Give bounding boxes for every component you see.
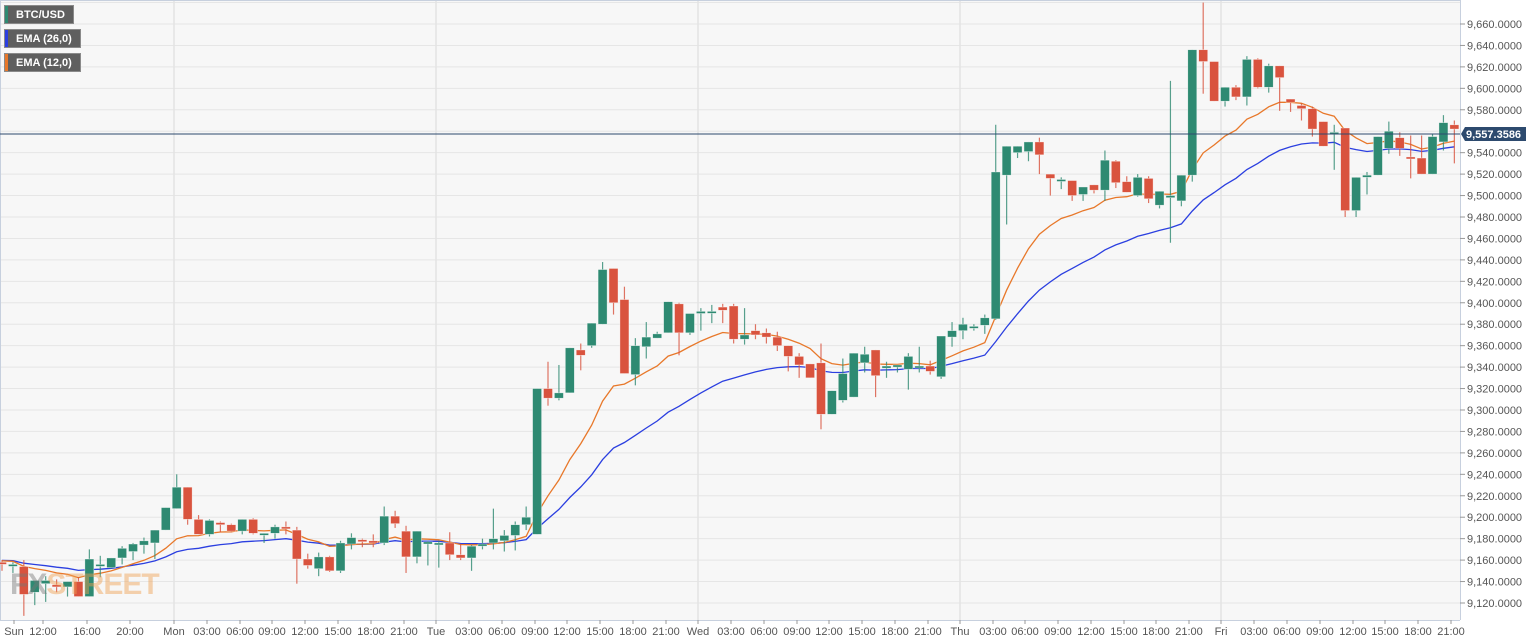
- time-tick-label: 09:00: [1044, 626, 1072, 638]
- time-tick-label: 15:00: [848, 626, 876, 638]
- price-tick-label: 9,340.0000: [1467, 362, 1522, 374]
- time-tick-label: 18:00: [1404, 626, 1432, 638]
- price-tick-label: 9,600.0000: [1467, 83, 1522, 95]
- time-tick-label: 09:00: [521, 626, 549, 638]
- time-tick-label: 06:00: [226, 626, 254, 638]
- legend-label: EMA (26,0): [16, 33, 72, 45]
- legend-ema-26[interactable]: EMA (26,0): [4, 29, 81, 48]
- time-tick-label: Sun: [4, 626, 24, 638]
- time-tick-label: 12:00: [29, 626, 57, 638]
- legend-label: BTC/USD: [16, 9, 65, 21]
- price-tick-label: 9,460.0000: [1467, 233, 1522, 245]
- time-tick-label: 12:00: [815, 626, 843, 638]
- price-axis[interactable]: 9,120.0000 9,140.0000 9,160.0000 9,180.0000…: [1460, 0, 1536, 641]
- svg-text:9,557.3586: 9,557.3586: [1466, 129, 1521, 141]
- ema-26-line: [1, 141, 1455, 572]
- price-tick-label: 9,200.0000: [1467, 512, 1522, 524]
- price-tick-label: 9,280.0000: [1467, 426, 1522, 438]
- time-tick-label: 15:00: [1110, 626, 1138, 638]
- price-tick-label: 9,320.0000: [1467, 384, 1522, 396]
- legend-ema-12[interactable]: EMA (12,0): [4, 53, 81, 72]
- price-tick-label: 9,420.0000: [1467, 276, 1522, 288]
- price-tick-label: 9,180.0000: [1467, 534, 1522, 546]
- current-price-tag: 9,557.3586: [1461, 127, 1526, 142]
- price-tick-label: 9,380.0000: [1467, 319, 1522, 331]
- time-tick-label: 18:00: [1142, 626, 1170, 638]
- time-tick-label: Mon: [163, 626, 184, 638]
- price-tick-label: 9,440.0000: [1467, 255, 1522, 267]
- price-tick-label: 9,360.0000: [1467, 341, 1522, 353]
- price-tick-label: 9,620.0000: [1467, 62, 1522, 74]
- time-tick-label: 12:00: [1339, 626, 1367, 638]
- price-tick-label: 9,160.0000: [1467, 555, 1522, 567]
- time-tick-label: 09:00: [258, 626, 286, 638]
- time-tick-label: Thu: [951, 626, 970, 638]
- time-tick-label: 09:00: [1306, 626, 1334, 638]
- time-axis[interactable]: Sun 12:00 16:00 20:00 Mon 03:00 06:00 09:00 12:0…: [0, 620, 1465, 641]
- time-tick-label: 03:00: [455, 626, 483, 638]
- legend-btcusd[interactable]: BTC/USD: [4, 5, 74, 24]
- time-tick-label: 06:00: [488, 626, 516, 638]
- grid-lines: [0, 0, 1460, 620]
- time-tick-label: 12:00: [1077, 626, 1105, 638]
- candles: [0, 2, 1460, 616]
- time-tick-label: 18:00: [357, 626, 385, 638]
- price-tick-label: 9,260.0000: [1467, 448, 1522, 460]
- time-tick-label: 12:00: [291, 626, 319, 638]
- price-tick-label: 9,640.0000: [1467, 40, 1522, 52]
- time-tick-label: 16:00: [73, 626, 101, 638]
- time-tick-label: Tue: [427, 626, 446, 638]
- price-tick-label: 9,660.0000: [1467, 19, 1522, 31]
- fxstreet-watermark: FXSTREET: [10, 568, 160, 601]
- time-tick-label: 21:00: [390, 626, 418, 638]
- price-tick-label: 9,300.0000: [1467, 405, 1522, 417]
- price-tick-label: 9,540.0000: [1467, 148, 1522, 160]
- time-tick-label: 18:00: [619, 626, 647, 638]
- price-tick-label: 9,240.0000: [1467, 469, 1522, 481]
- time-tick-label: Fri: [1215, 626, 1228, 638]
- price-tick-label: 9,220.0000: [1467, 491, 1522, 503]
- price-tick-label: 9,140.0000: [1467, 577, 1522, 589]
- time-tick-label: 21:00: [652, 626, 680, 638]
- legend-color-swatch: [5, 30, 8, 47]
- time-tick-label: Wed: [687, 626, 709, 638]
- time-tick-label: 21:00: [914, 626, 942, 638]
- time-tick-label: 03:00: [193, 626, 221, 638]
- time-tick-label: 18:00: [881, 626, 909, 638]
- time-tick-label: 15:00: [1371, 626, 1399, 638]
- time-tick-label: 20:00: [116, 626, 144, 638]
- price-tick-label: 9,120.0000: [1467, 598, 1522, 610]
- price-tick-label: 9,480.0000: [1467, 212, 1522, 224]
- price-tick-label: 9,580.0000: [1467, 105, 1522, 117]
- time-tick-label: 15:00: [586, 626, 614, 638]
- legend-color-swatch: [5, 54, 8, 71]
- time-tick-label: 06:00: [1011, 626, 1039, 638]
- time-tick-label: 15:00: [324, 626, 352, 638]
- legend-color-swatch: [5, 6, 8, 23]
- price-tick-label: 9,500.0000: [1467, 191, 1522, 203]
- time-tick-label: 21:00: [1175, 626, 1203, 638]
- time-tick-label: 03:00: [1240, 626, 1268, 638]
- time-tick-label: 06:00: [750, 626, 778, 638]
- price-tick-label: 9,520.0000: [1467, 169, 1522, 181]
- time-tick-label: 09:00: [783, 626, 811, 638]
- time-tick-label: 03:00: [717, 626, 745, 638]
- time-tick-label: 03:00: [979, 626, 1007, 638]
- time-tick-label: 12:00: [553, 626, 581, 638]
- legend-label: EMA (12,0): [16, 57, 72, 69]
- price-tick-label: 9,400.0000: [1467, 298, 1522, 310]
- time-tick-label: 21:00: [1437, 626, 1465, 638]
- time-tick-label: 06:00: [1273, 626, 1301, 638]
